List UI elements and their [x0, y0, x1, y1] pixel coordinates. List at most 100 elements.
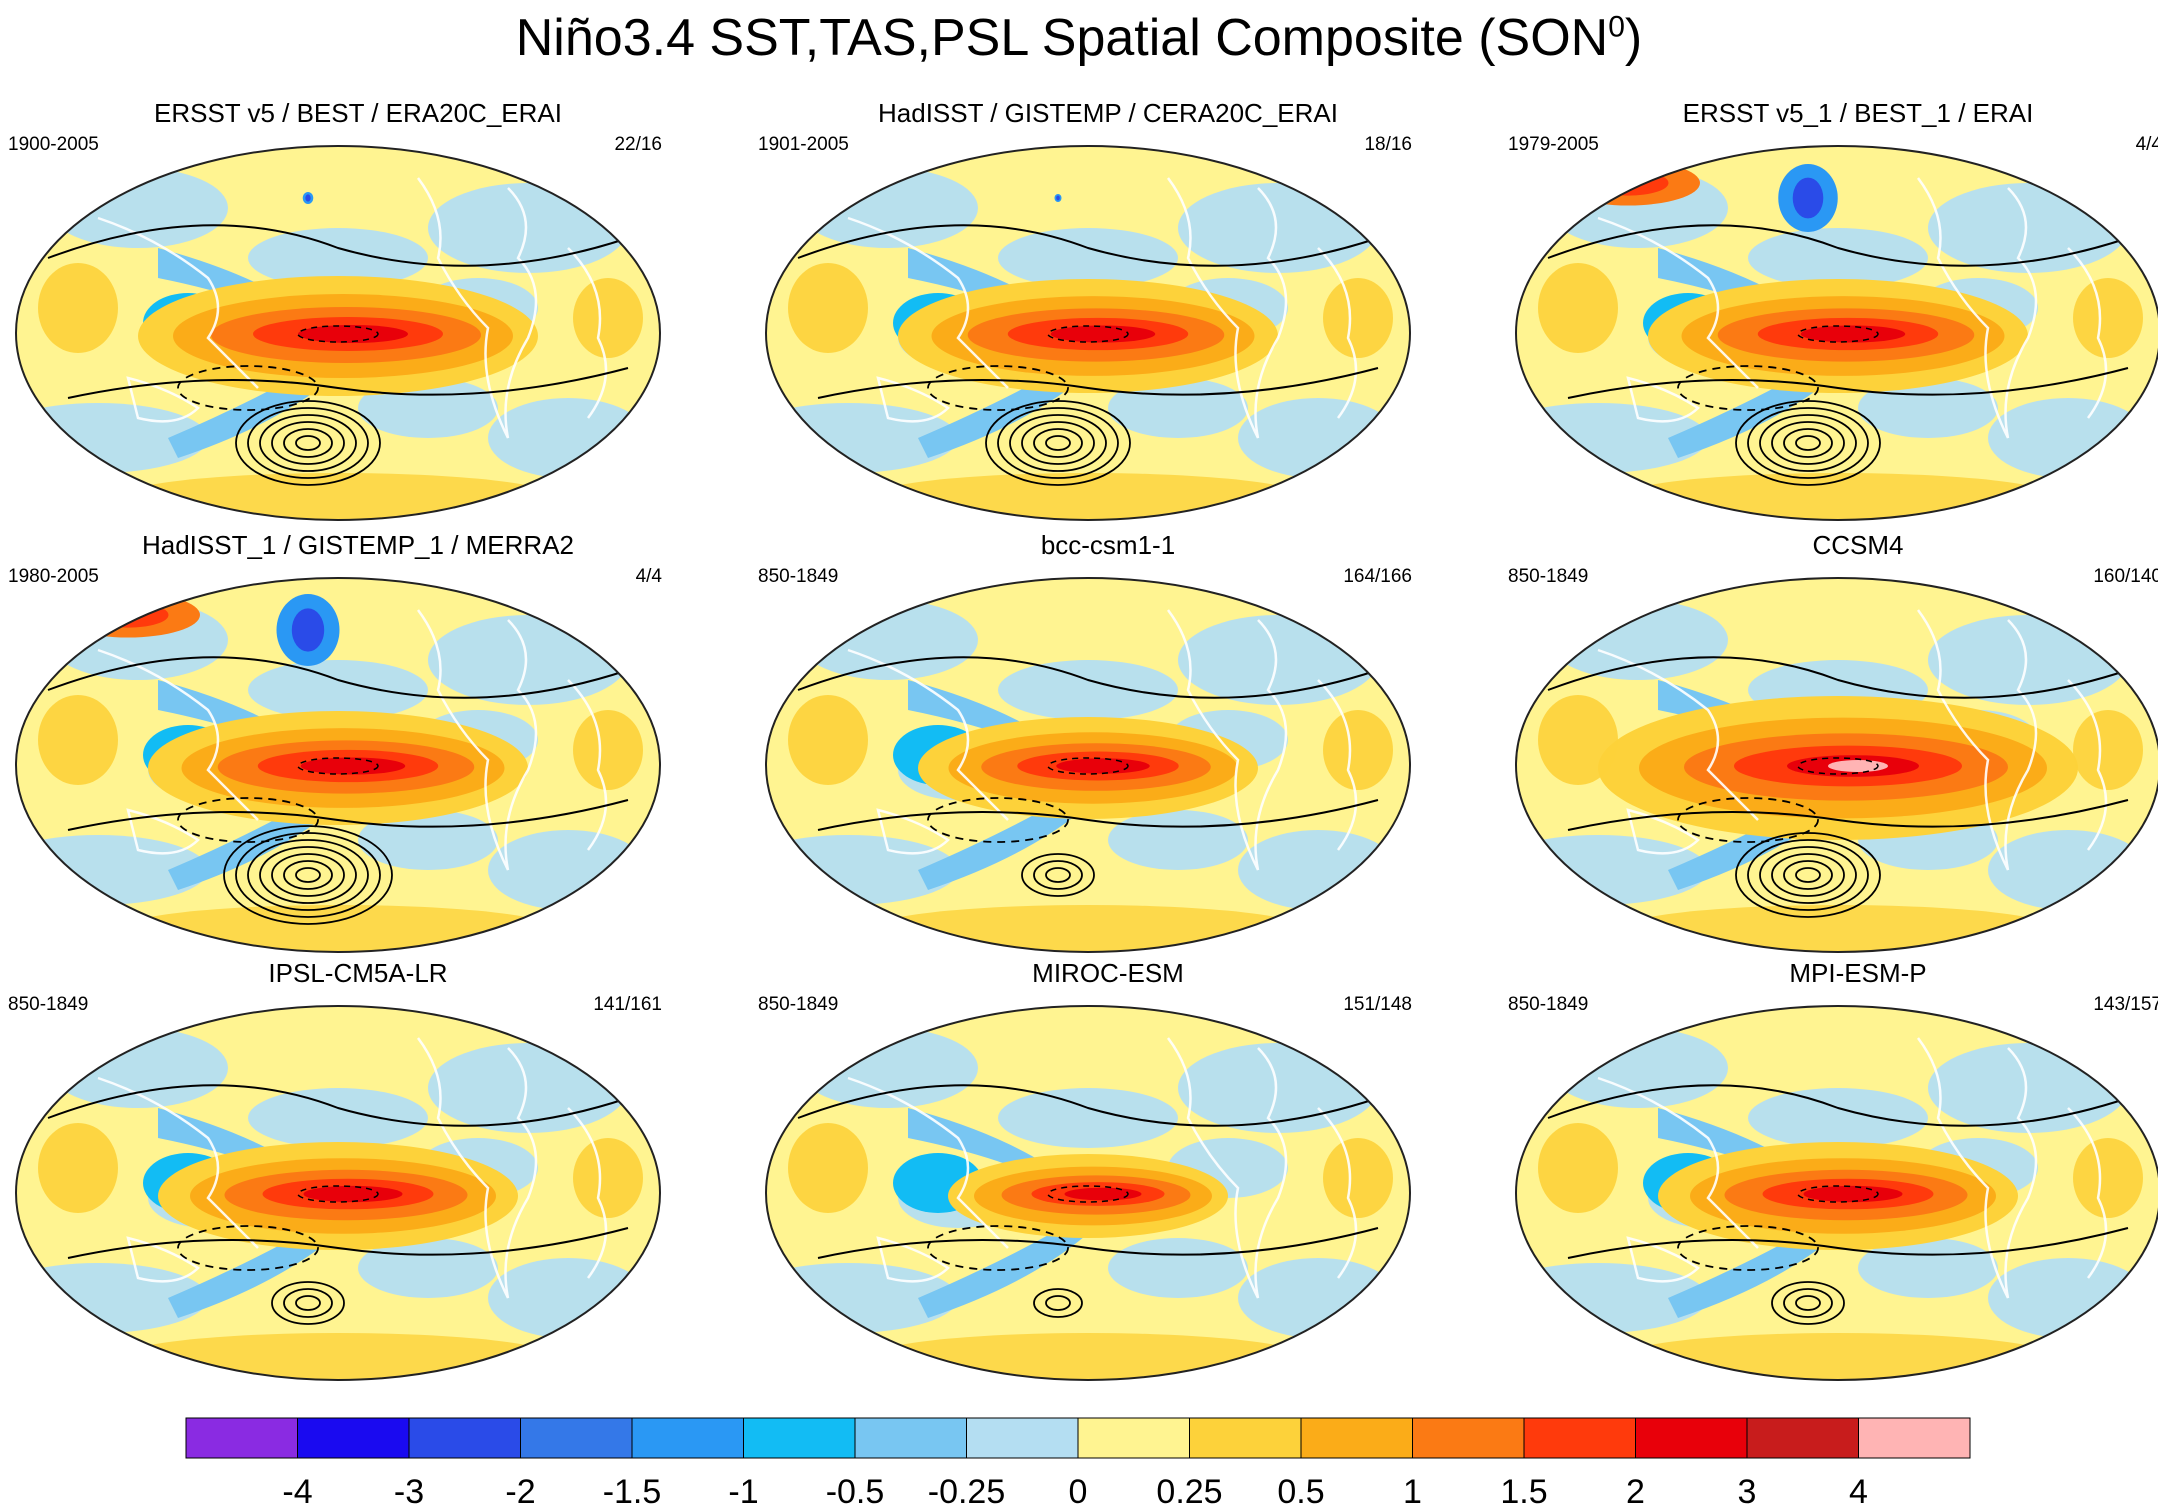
psl-contour-high — [1677, 1225, 1819, 1271]
north-warm-patch — [56, 592, 200, 638]
map-outline — [765, 577, 1411, 953]
cool-anomaly-patch — [488, 398, 648, 478]
colorbar-tick-label: 0.25 — [1156, 1473, 1222, 1507]
psl-contour-low — [1771, 421, 1845, 465]
warm-tongue-peak — [303, 1185, 403, 1203]
cool-arm-north — [1658, 248, 1868, 368]
psl-contour-low — [283, 428, 333, 458]
psl-contour-low — [1021, 421, 1095, 465]
psl-contour-zero — [1547, 656, 2129, 699]
psl-contour-zero-south — [67, 367, 629, 399]
panel-years: 850-1849 — [1508, 994, 1589, 1015]
psl-contour-low — [1795, 1295, 1821, 1311]
coastline — [1317, 1107, 1358, 1279]
panel-title: IPSL-CM5A-LR — [268, 958, 448, 988]
psl-contour-zero-south — [67, 799, 629, 831]
cool-anomaly-patch — [1108, 1238, 1248, 1298]
coastline — [416, 609, 538, 871]
cool-anomaly-patch — [998, 228, 1178, 288]
panel-map — [765, 145, 1411, 521]
psl-contour-high — [927, 365, 1069, 411]
psl-contour-high — [1677, 365, 1819, 411]
cool-anomaly-patch — [1928, 183, 2128, 273]
cool-anomaly-patch — [1238, 830, 1398, 910]
psl-contour-low — [1045, 867, 1071, 883]
panel-map — [1515, 1005, 2158, 1381]
coastline — [1166, 1037, 1288, 1299]
cool-anomaly-patch — [1988, 830, 2148, 910]
map-outline — [1515, 1005, 2158, 1381]
colorbar-swatch — [631, 1417, 744, 1459]
panel-years: 1901-2005 — [758, 134, 849, 155]
panel-count: 143/157 — [2093, 994, 2158, 1015]
atlantic-warm — [2073, 710, 2143, 790]
colorbar-tick-label: -1 — [728, 1473, 758, 1507]
colorbar-swatch — [966, 1417, 1079, 1459]
colorbar-tick-label: 4 — [1849, 1473, 1868, 1507]
psl-contour-low — [259, 414, 357, 472]
colorbar-swatch — [520, 1417, 633, 1459]
coastline — [1916, 1037, 2038, 1299]
psl-contour-zero-south — [817, 367, 1379, 399]
coastline — [1916, 177, 2038, 439]
map-outline — [765, 1005, 1411, 1381]
cool-anomaly-patch — [1988, 1258, 2148, 1338]
psl-contour-low — [1021, 853, 1095, 897]
psl-contour-low — [1747, 407, 1869, 479]
psl-contour-low — [223, 825, 393, 925]
cool-anomaly-patch — [1178, 183, 1378, 273]
psl-contour-low — [997, 407, 1119, 479]
colorbar-swatch — [1300, 1417, 1413, 1459]
panel-4: HadISST_1 / GISTEMP_1 / MERRA2 1980-2005… — [8, 530, 708, 960]
psl-contour-zero — [47, 656, 629, 699]
psl-contour-low — [1759, 414, 1857, 472]
coastline — [2067, 247, 2108, 419]
panel-count: 164/166 — [1343, 566, 1412, 587]
panel-9: MPI-ESM-P 850-1849 143/157 — [1508, 958, 2158, 1388]
atlantic-warm — [573, 278, 643, 358]
cool-arm-north — [908, 680, 1118, 800]
cool-anomaly-patch — [1548, 1028, 1728, 1108]
title-superscript: 0 — [1608, 10, 1625, 44]
psl-contour-low — [1759, 846, 1857, 904]
indian-ocean-warm — [788, 695, 868, 785]
colorbar-swatch — [1858, 1417, 1971, 1459]
panel-1: ERSST v5 / BEST / ERA20C_ERAI 1900-2005 … — [8, 98, 708, 528]
indian-ocean-warm — [1538, 1123, 1618, 1213]
psl-contour-zero — [47, 1084, 629, 1127]
map-field — [766, 578, 1410, 952]
atlantic-warm — [2073, 278, 2143, 358]
cool-anomaly-patch — [1748, 1088, 1928, 1148]
north-cold-core — [291, 608, 325, 652]
panel-title: bcc-csm1-1 — [1040, 530, 1176, 560]
cool-anomaly-patch — [1548, 600, 1728, 680]
psl-contour-zero-south — [1567, 1227, 2129, 1259]
north-warm-patch — [1556, 160, 1700, 206]
psl-contour-low — [247, 839, 369, 911]
psl-contour-low — [1747, 839, 1869, 911]
cool-anomaly-patch — [1108, 810, 1248, 870]
psl-contour-zero — [1547, 224, 2129, 267]
coastline — [416, 1037, 538, 1299]
psl-contour-low — [1735, 400, 1881, 486]
psl-contour-low — [295, 435, 321, 451]
panel-map — [1515, 145, 2158, 521]
colorbar-swatch — [1189, 1417, 1302, 1459]
panel-years: 1979-2005 — [1508, 134, 1599, 155]
colorbar-tick-label: -3 — [394, 1473, 424, 1507]
cool-anomaly-patch — [798, 168, 978, 248]
colorbar-swatch — [743, 1417, 856, 1459]
cool-arm-north — [1658, 1108, 1868, 1228]
panel-title: ERSST v5 / BEST / ERA20C_ERAI — [154, 98, 562, 128]
colorbar-swatch — [185, 1417, 298, 1459]
colorbar-tick-label: 3 — [1738, 1473, 1757, 1507]
panel-map — [15, 1005, 661, 1381]
cool-arm-north — [908, 1108, 1118, 1228]
psl-contour-low — [1783, 428, 1833, 458]
warm-tongue-peak — [1056, 758, 1150, 774]
coastline — [1166, 177, 1288, 439]
cool-anomaly-patch — [998, 660, 1178, 720]
panel-title: HadISST / GISTEMP / CERA20C_ERAI — [878, 98, 1338, 128]
psl-contour-high — [927, 797, 1069, 843]
figure-title: Niño3.4 SST,TAS,PSL Spatial Composite (S… — [0, 8, 2158, 68]
